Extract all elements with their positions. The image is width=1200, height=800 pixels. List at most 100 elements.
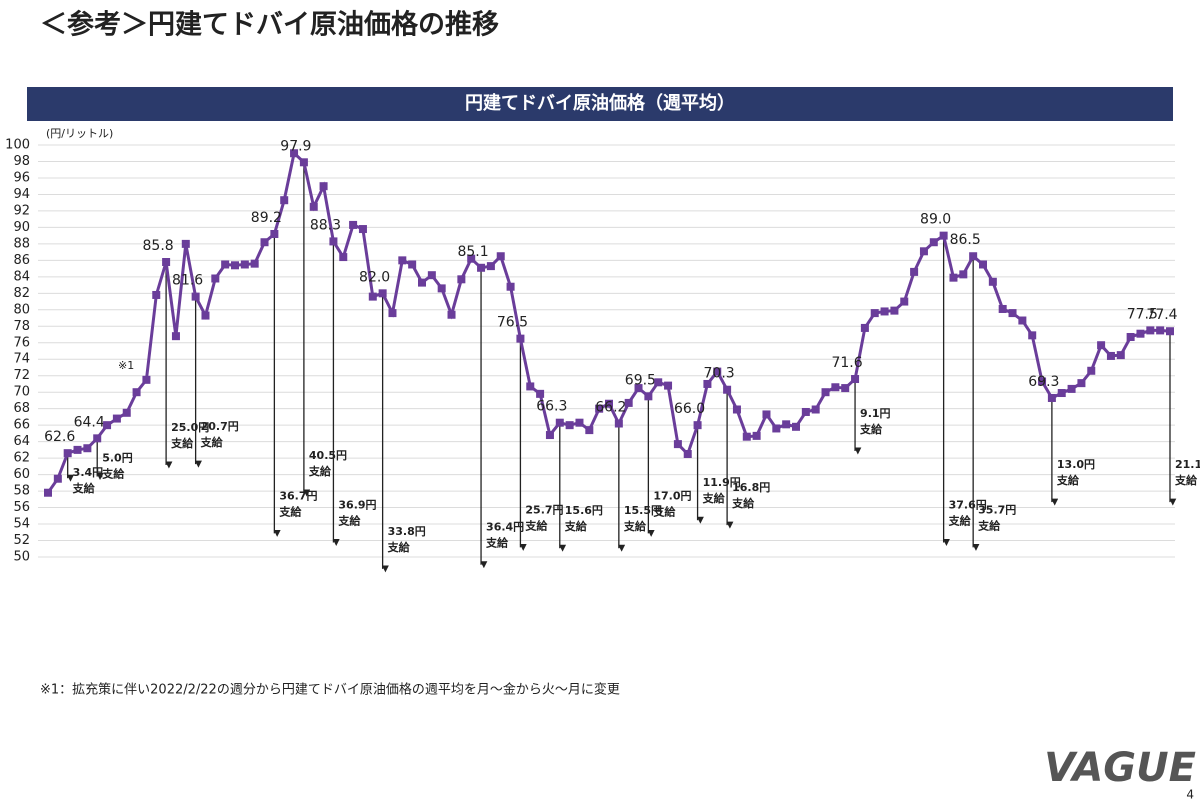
subsidy-label: 40.5円 (309, 449, 347, 462)
point-marker (1116, 351, 1125, 360)
point-marker (191, 292, 200, 301)
subsidy-label: 37.6円 (949, 498, 987, 511)
point-marker (870, 309, 879, 318)
point-marker (1077, 379, 1086, 388)
subsidy-label: 21.1円 (1175, 458, 1200, 471)
point-marker (152, 290, 161, 299)
value-label: 71.6 (831, 355, 862, 371)
subsidy-word: 支給 (948, 513, 972, 527)
subsidy-word: 支給 (387, 540, 411, 554)
subsidy-word: 支給 (1174, 473, 1198, 487)
point-marker (280, 196, 289, 205)
subsidy-word: 支給 (623, 519, 647, 533)
point-marker (1166, 327, 1174, 336)
subsidy-label: 33.8円 (388, 525, 426, 538)
subsidy-word: 支給 (564, 519, 588, 533)
point-marker (339, 253, 348, 262)
subsidy-label: 17.0円 (653, 489, 691, 502)
subsidy-label: 25.0円 (171, 421, 209, 434)
value-label: 82.0 (359, 269, 390, 285)
point-marker (555, 418, 564, 427)
value-label: 70.3 (704, 366, 735, 382)
subsidy-label: 35.7円 (978, 503, 1016, 516)
subsidy-label: 36.7円 (279, 489, 317, 502)
point-marker (939, 231, 948, 240)
point-marker (1028, 331, 1037, 340)
point-marker (63, 449, 72, 458)
point-marker (1018, 316, 1027, 325)
subsidy-word: 支給 (977, 518, 1001, 532)
y-tick-label: 84 (13, 269, 30, 284)
y-tick-label: 50 (13, 550, 30, 565)
y-tick-label: 92 (13, 203, 30, 218)
point-marker (53, 474, 62, 483)
point-marker (762, 410, 771, 419)
subsidy-word: 支給 (485, 536, 509, 550)
point-marker (368, 292, 377, 301)
chart-title: 円建てドバイ原油価格（週平均） (465, 92, 735, 114)
point-marker (545, 431, 554, 440)
point-marker (358, 225, 367, 234)
subsidy-label: 11.9円 (703, 476, 741, 489)
y-tick-label: 58 (13, 484, 30, 499)
y-tick-label: 68 (13, 401, 30, 416)
point-marker (693, 421, 702, 430)
point-marker (851, 375, 860, 384)
subsidy-word: 支給 (652, 504, 676, 518)
value-label: 89.2 (251, 210, 282, 226)
subsidy-word: 支給 (859, 422, 883, 436)
point-marker (221, 260, 230, 269)
subsidy-word: 支給 (337, 513, 361, 527)
subsidy-label: 3.4円 (73, 466, 104, 479)
point-marker (378, 289, 387, 298)
value-label: 89.0 (920, 212, 951, 228)
point-marker (1106, 351, 1115, 360)
point-marker (171, 332, 180, 341)
point-marker (112, 414, 121, 423)
y-tick-label: 88 (13, 236, 30, 251)
point-marker (1038, 377, 1047, 386)
point-marker (654, 378, 663, 387)
point-marker (949, 273, 958, 282)
note-marker: ※1 (118, 359, 134, 372)
y-tick-label: 64 (13, 434, 30, 449)
point-marker (890, 306, 899, 315)
point-marker (772, 424, 781, 433)
value-label: 86.5 (950, 232, 981, 248)
value-label: 69.5 (625, 372, 656, 388)
point-marker (998, 304, 1007, 313)
point-marker (309, 202, 318, 211)
point-marker (73, 445, 82, 454)
value-label: 66.3 (536, 399, 567, 415)
y-tick-label: 62 (13, 451, 30, 466)
subsidy-label: 5.0円 (102, 451, 133, 464)
point-marker (880, 307, 889, 316)
point-marker (910, 267, 919, 276)
point-marker (782, 420, 791, 429)
point-marker (841, 384, 850, 393)
point-marker (732, 405, 741, 414)
point-marker (162, 258, 171, 267)
value-label: 66.2 (595, 400, 626, 416)
value-label: 85.1 (457, 244, 488, 260)
y-tick-label: 66 (13, 418, 30, 433)
point-marker (860, 323, 869, 332)
value-label: 64.4 (74, 414, 105, 430)
value-label: 88.3 (310, 217, 341, 233)
point-marker (801, 407, 810, 416)
point-marker (427, 271, 436, 280)
point-marker (486, 262, 495, 271)
subsidy-word: 支給 (200, 435, 224, 449)
point-marker (240, 260, 249, 269)
point-marker (713, 367, 722, 376)
point-marker (959, 270, 968, 279)
point-marker (919, 247, 928, 256)
point-marker (496, 252, 505, 261)
subsidy-word: 支給 (101, 466, 125, 480)
y-tick-label: 86 (13, 253, 30, 268)
subsidy-label: 15.6円 (565, 504, 603, 517)
point-marker (969, 252, 978, 261)
point-marker (595, 404, 604, 413)
point-marker (1057, 389, 1066, 398)
